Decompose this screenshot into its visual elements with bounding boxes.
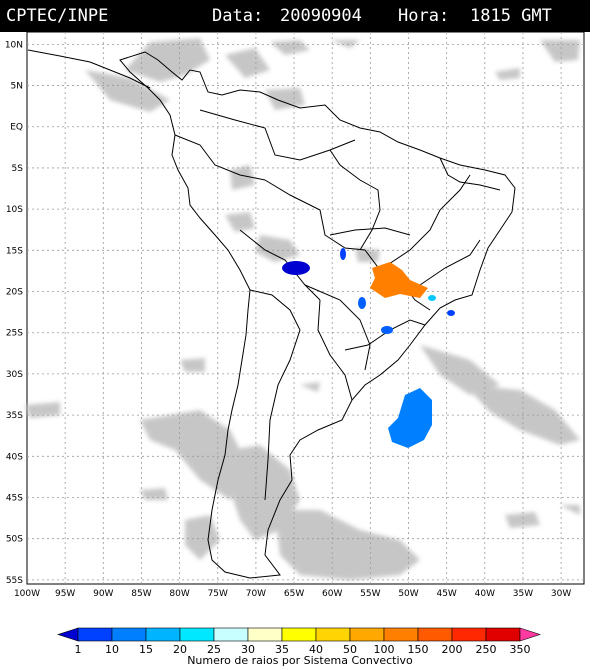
legend-tick-label: 150 (408, 643, 429, 655)
map-grid (27, 32, 584, 584)
legend-tick-label: 40 (309, 643, 323, 655)
lat-tick-label: 45S (6, 493, 23, 503)
lon-tick-label: 40W (475, 589, 495, 599)
legend-tick-label: 25 (207, 643, 221, 655)
legend-tick-label: 250 (476, 643, 497, 655)
lon-tick-label: 95W (55, 589, 75, 599)
hour-label: Hora: (398, 6, 450, 26)
lon-tick-label: 100W (14, 589, 40, 599)
date-label: Data: (212, 6, 264, 26)
lat-tick-label: 15S (6, 246, 23, 256)
color-legend: 1 10 15 20 25 30 35 40 50 100 150 200 250 350 (57, 627, 541, 655)
lon-tick-label: 70W (246, 589, 266, 599)
source-label: CPTEC/INPE (6, 6, 109, 26)
lon-tick-label: 55W (360, 589, 380, 599)
legend-swatch (451, 627, 487, 642)
legend-tick-label: 200 (442, 643, 463, 655)
legend-swatch (281, 627, 317, 642)
lat-tick-label: 30S (6, 370, 23, 380)
legend-swatch (383, 627, 419, 642)
legend-swatch (213, 627, 249, 642)
legend-swatch (519, 627, 541, 642)
lat-tick-label: EQ (10, 123, 23, 133)
cell-w-brazil (340, 248, 346, 260)
lat-tick-label: 25S (6, 329, 23, 339)
legend-swatch (57, 627, 79, 642)
legend-tick-label: 1 (75, 643, 82, 655)
legend-swatch (315, 627, 351, 642)
legend-tick-label: 10 (105, 643, 119, 655)
map-frame (26, 32, 585, 585)
lat-tick-label: 10N (5, 40, 23, 50)
lat-tick-label: 55S (6, 576, 23, 586)
legend-swatch (145, 627, 181, 642)
lat-tick-label: 40S (6, 452, 23, 462)
lon-tick-label: 65W (284, 589, 304, 599)
lon-tick-label: 60W (322, 589, 342, 599)
legend-bar (57, 627, 541, 642)
cell-rj (447, 310, 455, 316)
lat-tick-label: 20S (6, 288, 23, 298)
lon-tick-label: 50W (398, 589, 418, 599)
cell-atlantic (388, 388, 432, 448)
lon-tick-label: 85W (131, 589, 151, 599)
hour-value: 1815 GMT (470, 6, 552, 26)
lat-tick-label: 5S (12, 164, 24, 174)
lat-tick-label: 5N (11, 82, 23, 92)
legend-tick-label: 35 (275, 643, 289, 655)
legend-swatch (111, 627, 147, 642)
cloud-cover (25, 38, 580, 580)
cell-bolivia (282, 261, 310, 275)
cell-parana (381, 326, 393, 334)
lon-tick-label: 80W (169, 589, 189, 599)
lon-tick-label: 45W (436, 589, 456, 599)
legend-tick-label: 50 (343, 643, 357, 655)
cell-sp (428, 295, 436, 301)
lat-tick-label: 10S (6, 205, 23, 215)
latitude-labels: 10N 5N EQ 5S 10S 15S 20S 25S 30S 35S 40S 45S 50S 55S (5, 40, 23, 586)
longitude-labels: 100W 95W 90W 85W 80W 75W 70W 65W 60W 55W 50W 45W 40W… (14, 589, 571, 599)
legend-caption: Numero de raios por Sistema Convectivo (187, 654, 413, 667)
lat-tick-label: 35S (6, 411, 23, 421)
cell-central-brazil (370, 262, 428, 298)
lat-tick-label: 50S (6, 535, 23, 545)
legend-swatch (485, 627, 521, 642)
lightning-cells (282, 248, 455, 448)
lightning-map: 10N5NEQ5S10S15S20S25S30S35S40S45S50S55S … (5, 32, 585, 599)
map-header: CPTEC/INPE Data: 20090904 Hora: 1815 GMT (0, 0, 590, 32)
date-value: 20090904 (280, 6, 362, 26)
legend-swatch (247, 627, 283, 642)
lon-tick-label: 75W (208, 589, 228, 599)
legend-tick-label: 15 (139, 643, 153, 655)
legend-swatch (77, 627, 113, 642)
legend-swatch (349, 627, 385, 642)
legend-tick-label: 30 (241, 643, 255, 655)
legend-tick-label: 20 (173, 643, 187, 655)
legend-tick-label: 350 (510, 643, 531, 655)
legend-ticks: 1 10 15 20 25 30 35 40 50 100 150 200 250 350 (75, 643, 531, 655)
lon-tick-label: 90W (93, 589, 113, 599)
lon-tick-label: 35W (513, 589, 533, 599)
coastline (27, 49, 516, 579)
legend-tick-label: 100 (374, 643, 395, 655)
lon-tick-label: 30W (551, 589, 571, 599)
legend-swatch (179, 627, 215, 642)
cell-ms (358, 297, 366, 309)
legend-swatch (417, 627, 453, 642)
